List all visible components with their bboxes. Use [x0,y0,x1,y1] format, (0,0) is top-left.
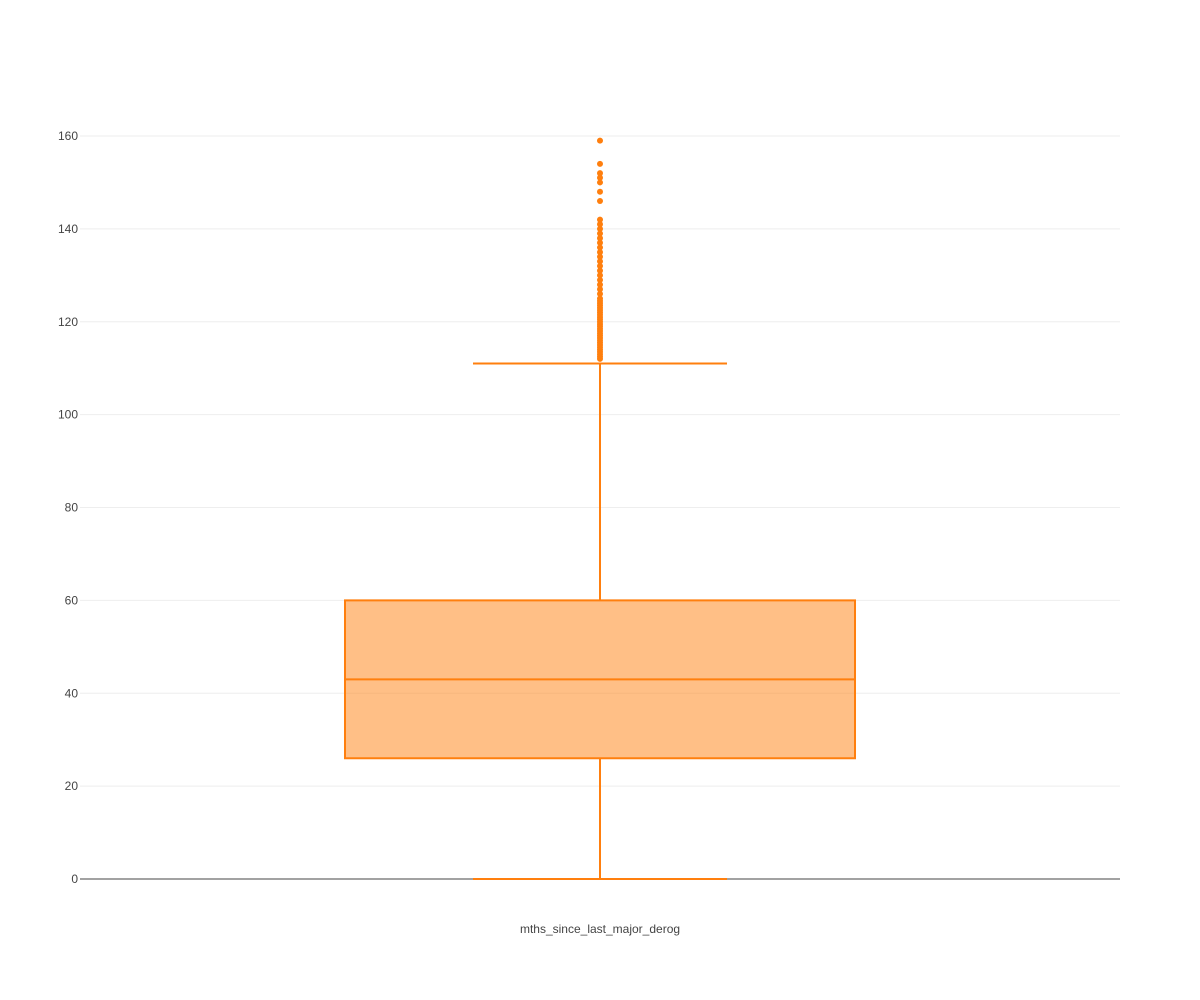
outlier-point[interactable] [597,230,603,237]
y-tick-label: 0 [71,872,78,886]
outlier-point[interactable] [597,174,603,181]
outlier-point[interactable] [597,290,603,297]
outlier-point[interactable] [597,295,603,302]
y-tick-label: 160 [58,129,78,143]
outlier-point[interactable] [597,258,603,265]
outlier-point[interactable] [597,137,603,144]
outlier-point[interactable] [597,244,603,251]
y-axis-tick-labels: 0 20 40 60 80 100 120 140 160 [58,129,78,886]
outlier-point[interactable] [597,281,603,288]
outlier-point[interactable] [597,276,603,283]
outlier-point[interactable] [597,188,603,195]
outlier-point[interactable] [597,179,603,186]
box-trace[interactable] [344,362,856,880]
outlier-point[interactable] [597,286,603,293]
outlier-point[interactable] [597,160,603,167]
outlier-point[interactable] [597,198,603,205]
y-tick-label: 100 [58,408,78,422]
outlier-point[interactable] [597,253,603,260]
outlier-point[interactable] [597,239,603,246]
outlier-point[interactable] [597,263,603,270]
y-tick-label: 120 [58,315,78,329]
y-tick-label: 40 [65,686,79,700]
outlier-point[interactable] [597,267,603,274]
outlier-point[interactable] [597,272,603,279]
outlier-point[interactable] [597,225,603,232]
y-tick-label: 80 [65,501,79,515]
y-tick-label: 60 [65,593,79,607]
outlier-point[interactable] [597,170,603,177]
y-tick-label: 140 [58,222,78,236]
y-tick-label: 20 [65,779,79,793]
outlier-point[interactable] [597,249,603,256]
outlier-point[interactable] [597,221,603,228]
x-axis-category-label: mths_since_last_major_derog [520,922,680,936]
outlier-point[interactable] [597,235,603,242]
outlier-points[interactable] [597,137,603,362]
outlier-point[interactable] [597,216,603,223]
